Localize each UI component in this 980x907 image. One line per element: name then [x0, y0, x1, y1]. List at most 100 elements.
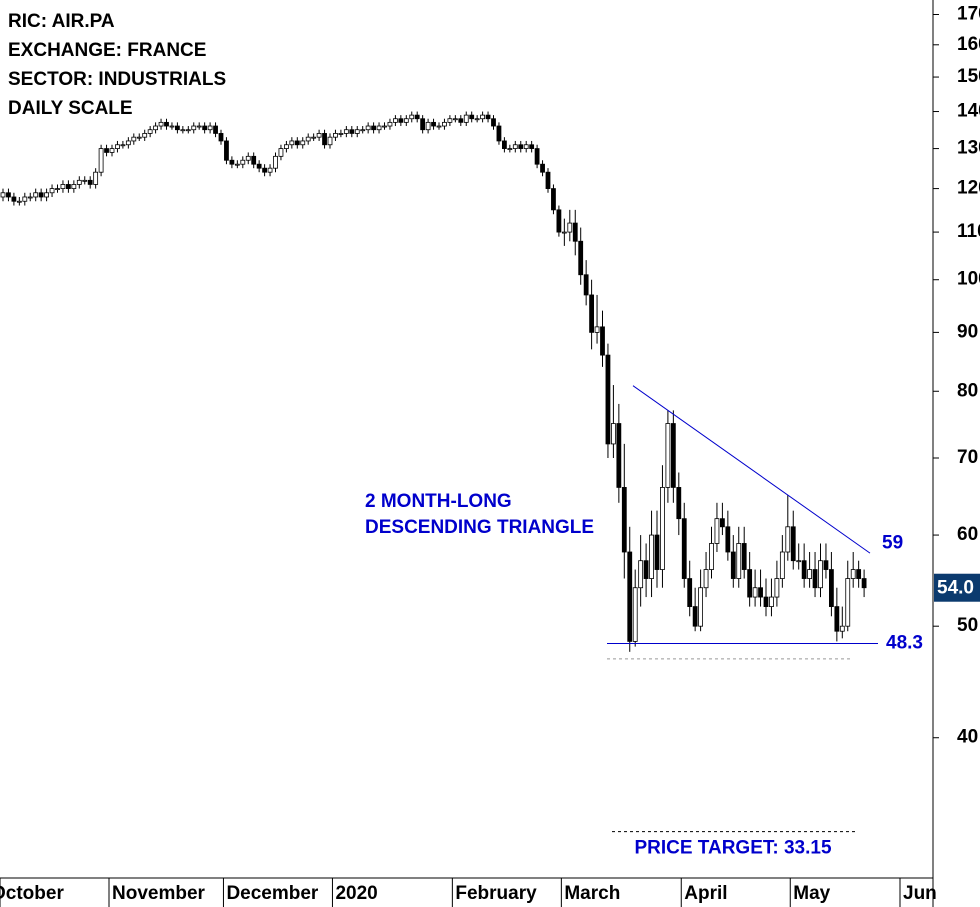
candle-body — [16, 200, 22, 203]
candle-body — [300, 140, 306, 146]
candle-body — [180, 129, 186, 132]
candle-body — [578, 240, 584, 276]
candle-body — [785, 526, 791, 553]
y-tick-label: 90 — [957, 321, 978, 342]
candle-body — [447, 118, 453, 123]
candle-body — [147, 129, 153, 134]
candle-body — [839, 625, 845, 632]
candle-body — [22, 196, 28, 202]
candle-body — [44, 192, 49, 198]
candle-body — [741, 543, 747, 570]
candle-body — [660, 487, 665, 570]
candle-body — [55, 188, 60, 190]
candle-body — [681, 518, 687, 579]
y-tick-label: 60 — [957, 524, 978, 545]
resistance-line — [632, 385, 871, 554]
candle-body — [627, 551, 633, 642]
candle-body — [796, 560, 802, 563]
candle-body — [11, 196, 17, 202]
candle-body — [49, 188, 55, 194]
candle-body — [692, 606, 698, 627]
y-tick-label: 100 — [957, 269, 980, 290]
candle-body — [845, 578, 851, 627]
candle-body — [365, 125, 371, 131]
candle-body — [174, 125, 180, 131]
candle-body — [371, 125, 377, 131]
candle-body — [311, 136, 317, 139]
candle-body — [720, 518, 725, 528]
candle-body — [649, 534, 654, 579]
candle-body — [567, 222, 573, 233]
candle-body — [273, 155, 278, 169]
candle-body — [436, 125, 442, 128]
candle-body — [66, 184, 71, 189]
candle-body — [807, 569, 812, 579]
y-tick-label: 50 — [957, 615, 978, 636]
candle-body — [27, 196, 33, 199]
candle-body — [812, 569, 818, 589]
candle-body — [202, 125, 208, 131]
candle-body — [6, 192, 11, 198]
candle-body — [60, 184, 66, 189]
candle-body — [38, 192, 44, 198]
candle-body — [93, 171, 99, 185]
candle-body — [703, 569, 709, 589]
candle-body — [262, 167, 268, 173]
candle-body — [278, 148, 284, 157]
y-tick-label: 160 — [957, 34, 980, 55]
candle-body — [621, 487, 627, 553]
candle-body — [76, 179, 82, 185]
candle-body — [605, 354, 611, 445]
x-tick-label: May — [793, 883, 830, 904]
candle-body — [540, 163, 545, 173]
candle-body — [518, 144, 524, 149]
candle-body — [392, 118, 398, 123]
candle-body — [431, 121, 436, 127]
resistance-label: 59 — [882, 532, 903, 553]
candle-body — [856, 569, 862, 579]
x-tick-label: Jun — [903, 883, 937, 904]
candle-body — [382, 125, 387, 128]
candle-body — [316, 133, 322, 138]
candle-body — [33, 192, 39, 198]
candle-body — [801, 560, 807, 579]
candle-body — [224, 140, 229, 161]
candle-body — [136, 136, 142, 139]
title-line: SECTOR: INDUSTRIALS — [8, 69, 226, 90]
y-tick-label: 120 — [957, 178, 980, 199]
candle-body — [305, 136, 311, 142]
y-tick-label: 140 — [957, 101, 980, 122]
candle-body — [322, 133, 327, 146]
target-label: PRICE TARGET: 33.15 — [634, 838, 832, 859]
candle-body — [779, 551, 785, 579]
candle-body — [267, 167, 273, 173]
x-tick-label: November — [112, 883, 206, 904]
candle-body — [529, 144, 535, 149]
candle-body — [245, 155, 251, 161]
candle-body — [747, 569, 753, 598]
candle-body — [283, 144, 289, 149]
candle-body — [191, 125, 197, 131]
candle-body — [774, 578, 780, 598]
candle-body — [229, 159, 235, 165]
candle-body — [294, 140, 300, 146]
title-line: DAILY SCALE — [8, 98, 133, 119]
candle-body — [534, 148, 540, 165]
candle-body — [158, 121, 164, 127]
candle-body — [234, 163, 240, 166]
candle-body — [87, 179, 93, 185]
candle-body — [463, 114, 469, 123]
candle-body — [442, 121, 447, 127]
pattern-label: DESCENDING TRIANGLE — [365, 517, 594, 538]
candle-body — [343, 129, 349, 134]
y-tick-label: 110 — [957, 221, 980, 242]
candle-body — [730, 551, 736, 579]
candle-body — [153, 125, 159, 131]
candle-body — [185, 129, 191, 132]
candle-body — [736, 543, 742, 579]
candle-body — [496, 125, 502, 142]
candle-body — [670, 423, 676, 488]
candle-body — [861, 578, 867, 589]
candle-body — [333, 133, 338, 138]
